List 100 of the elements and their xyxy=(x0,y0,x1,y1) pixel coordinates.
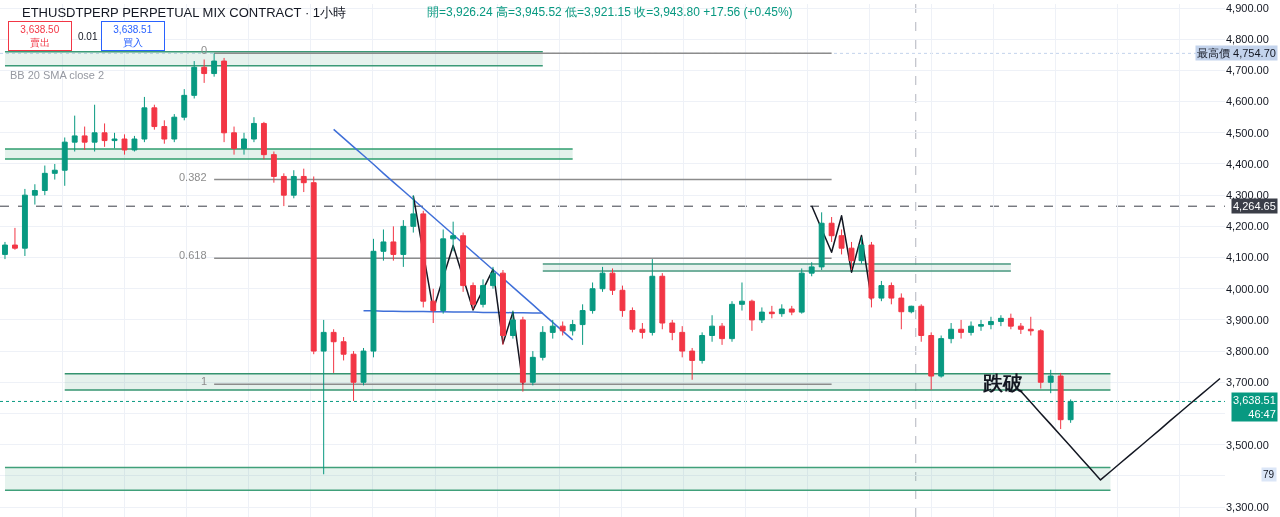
y-tick-label: 3,900.00 xyxy=(1226,313,1269,326)
candlestick xyxy=(828,216,835,243)
candlestick xyxy=(241,132,247,156)
series-label: 0.382 xyxy=(179,171,207,183)
candlestick xyxy=(908,305,915,314)
candlestick xyxy=(629,306,636,333)
candlestick xyxy=(181,88,188,121)
candlestick xyxy=(559,320,566,336)
candlestick xyxy=(61,136,68,187)
ref-line-label: 最高價 4,754.70 xyxy=(1197,47,1276,59)
series-label: 1 xyxy=(201,375,208,387)
candlestick xyxy=(599,266,606,293)
candlestick xyxy=(1037,328,1044,390)
candlestick xyxy=(121,133,128,156)
candlestick xyxy=(131,135,138,153)
candlestick xyxy=(997,314,1004,327)
annotation: 3,638.51 買入 xyxy=(113,24,153,48)
candlestick xyxy=(788,305,795,316)
candlestick xyxy=(609,267,616,296)
candlestick xyxy=(729,300,735,343)
y-tick-label: 4,100.00 xyxy=(1226,251,1269,264)
candlestick xyxy=(968,320,974,336)
candlestick xyxy=(310,175,317,355)
candlestick xyxy=(739,281,745,312)
candlestick xyxy=(589,281,596,315)
candlestick xyxy=(958,319,965,340)
candlestick xyxy=(519,316,526,393)
candlestick xyxy=(111,132,118,149)
candlestick xyxy=(1057,372,1064,430)
candlestick xyxy=(330,328,337,374)
candlestick xyxy=(211,52,218,78)
candlestick xyxy=(699,331,706,365)
candlestick xyxy=(280,172,287,207)
candlestick xyxy=(509,310,516,340)
candlestick xyxy=(858,236,865,265)
candlestick xyxy=(151,104,158,131)
candlestick xyxy=(41,165,48,196)
candlestick xyxy=(878,280,885,302)
candlestick xyxy=(1017,322,1024,335)
candlestick xyxy=(12,227,18,251)
candlestick xyxy=(898,292,905,330)
y-tick-label: 4,000.00 xyxy=(1226,282,1269,295)
candlestick xyxy=(888,281,895,305)
candlestick xyxy=(659,272,666,330)
candlestick xyxy=(171,113,178,143)
y-tick-label: 3,800.00 xyxy=(1226,344,1269,357)
candlestick xyxy=(500,269,506,346)
candlestick xyxy=(719,322,725,346)
chart-title: ETHUSDTPERP PERPETUAL MIX CONTRACT · 1小時 xyxy=(22,4,347,20)
y-tick-label: 3,500.00 xyxy=(1226,438,1269,451)
candlestick xyxy=(201,59,208,84)
candlestick xyxy=(31,183,38,206)
candlestick xyxy=(868,241,875,308)
candlestick xyxy=(768,305,775,319)
candlestick xyxy=(579,303,586,346)
candlestick xyxy=(270,151,277,184)
annotation: 3,638.50 賣出 xyxy=(20,24,60,48)
y-tick-label: 4,900.00 xyxy=(1226,1,1269,14)
chart-subtitle: 開=3,926.24 高=3,945.52 低=3,921.15 收=3,943.80 +17.56 (+0.45%) xyxy=(427,5,793,19)
candlestick xyxy=(450,221,457,252)
y-tick-label: 4,500.00 xyxy=(1226,126,1269,139)
candlestick xyxy=(101,122,108,148)
candlestick xyxy=(290,169,297,199)
candlestick xyxy=(978,319,984,332)
annotation: 0.01 xyxy=(78,31,98,42)
candlestick xyxy=(848,241,855,271)
candlestick xyxy=(400,219,407,268)
y-tick-label: 4,200.00 xyxy=(1226,220,1269,233)
candlestick xyxy=(679,325,686,358)
candlestick xyxy=(380,228,387,262)
candlestick xyxy=(21,188,28,257)
candlestick xyxy=(191,60,198,99)
candlestick xyxy=(470,281,477,310)
text: 79 xyxy=(1263,469,1275,480)
candlestick xyxy=(390,225,397,262)
ref-line-label: 3,638.51 46:47 xyxy=(1233,394,1276,421)
candlestick xyxy=(490,266,496,290)
candlestick xyxy=(669,319,676,341)
candlestick xyxy=(300,168,307,193)
candlestick xyxy=(71,115,78,153)
y-tick-label: 4,300.00 xyxy=(1226,189,1269,202)
candlestick xyxy=(649,258,656,336)
candlestick xyxy=(549,319,556,340)
y-tick-label: 3,700.00 xyxy=(1226,376,1269,389)
candlestick xyxy=(778,303,785,318)
candlestick xyxy=(918,303,925,343)
candlestick xyxy=(619,285,626,318)
candlestick xyxy=(161,119,168,145)
annotation: 跌破 xyxy=(982,372,1024,394)
candlestick xyxy=(748,299,755,332)
candlestick xyxy=(350,350,357,402)
candlestick xyxy=(569,319,576,336)
candlestick xyxy=(639,322,646,340)
ref-line-label: 4,264.65 xyxy=(1233,200,1276,212)
candlestick xyxy=(948,322,955,344)
candlestick xyxy=(539,325,546,361)
candlestick xyxy=(808,261,815,277)
candlestick xyxy=(141,96,148,143)
candlestick xyxy=(460,232,467,293)
candlestick xyxy=(758,306,765,324)
